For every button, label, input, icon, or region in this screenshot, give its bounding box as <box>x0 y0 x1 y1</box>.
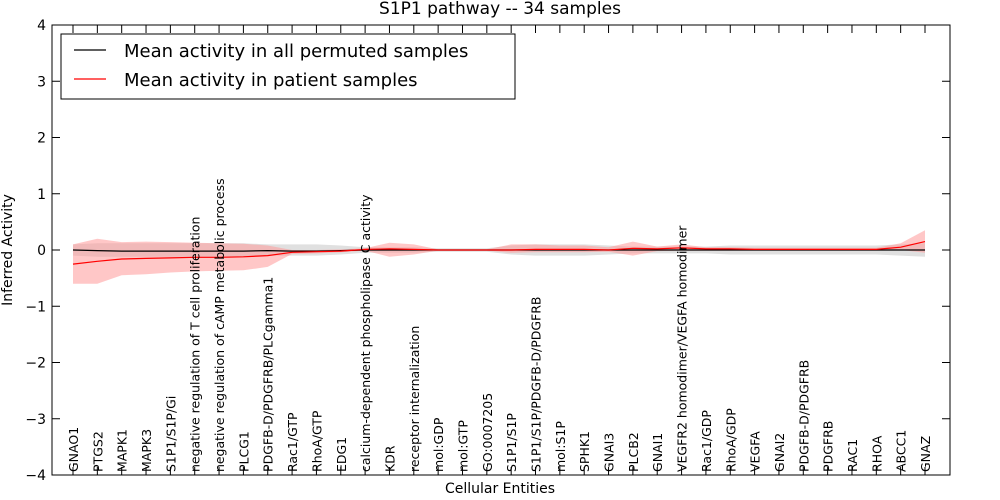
x-tick-label: receptor internalization <box>407 326 422 472</box>
y-tick-label: −2 <box>25 356 46 372</box>
x-tick-label: mol:GDP <box>431 417 446 472</box>
legend-label-patient: Mean activity in patient samples <box>124 70 418 91</box>
y-tick-label: −3 <box>25 412 46 428</box>
x-tick-label: RhoA/GDP <box>723 408 738 472</box>
series-line-patient <box>72 241 926 265</box>
y-tick-label: 3 <box>37 74 46 90</box>
x-tick-label: Rac1/GTP <box>285 412 300 472</box>
x-tick-label: MAPK3 <box>139 429 154 472</box>
x-tick-label: PDGFRB <box>821 421 836 472</box>
x-axis-label: Cellular Entities <box>445 481 555 497</box>
x-tick-label: ABCC1 <box>894 430 909 472</box>
x-tick-label: GNAZ <box>918 436 933 472</box>
x-tick-label: negative regulation of T cell proliferat… <box>188 217 203 472</box>
y-tick-label: 4 <box>37 18 46 34</box>
x-tick-label: KDR <box>383 445 398 472</box>
x-tick-label: VEGFA <box>748 431 763 472</box>
x-tick-label: VEGFR2 homodimer/VEGFA homodimer <box>675 225 690 472</box>
legend: Mean activity in all permuted samples Me… <box>60 33 516 100</box>
x-tick-label: GNAI1 <box>650 433 665 472</box>
y-tick-label: −4 <box>25 468 46 484</box>
x-tick-label: EDG1 <box>334 437 349 472</box>
x-tick-label: PDGFB-D/PDGFRB <box>796 360 811 472</box>
x-tick-label: RAC1 <box>845 439 860 472</box>
x-tick-label: S1P1/S1P/Gi <box>163 396 178 472</box>
x-tick-label: PLCG1 <box>236 431 251 472</box>
y-tick-label: 2 <box>37 131 46 147</box>
y-axis-label: Inferred Activity <box>0 194 16 306</box>
y-axis: −4 −3 −2 −1 0 1 2 3 4 <box>25 18 950 484</box>
legend-box <box>60 33 516 100</box>
x-tick-label: SPHK1 <box>577 431 592 472</box>
x-tick-label: negative regulation of cAMP metabolic pr… <box>212 178 227 472</box>
x-tick-label: GNAI3 <box>602 433 617 472</box>
series-lines <box>72 241 926 265</box>
legend-label-permuted: Mean activity in all permuted samples <box>124 41 468 62</box>
y-tick-label: −1 <box>25 299 46 315</box>
y-tick-label: 0 <box>37 243 46 259</box>
x-tick-label: GNAI2 <box>772 433 787 472</box>
x-tick-label: S1P1/S1P/PDGFB-D/PDGFRB <box>529 296 544 472</box>
x-tick-label: MAPK1 <box>115 429 130 472</box>
x-tick-label: PLCB2 <box>626 432 641 472</box>
x-tick-label: RHOA <box>869 435 884 472</box>
x-tick-label: Rac1/GDP <box>699 410 714 472</box>
y-tick-label: 1 <box>37 187 46 203</box>
x-axis: GNAO1 PTGS2 MAPK1 MAPK3 S1P1/S1P/Gi negative … <box>66 25 933 475</box>
x-tick-label: S1P1/S1P <box>504 413 519 472</box>
x-tick-label: PDGFB-D/PDGFRB/PLCgamma1 <box>261 277 276 472</box>
x-tick-label: PTGS2 <box>90 431 105 472</box>
x-tick-label: mol:S1P <box>553 421 568 472</box>
x-tick-label: GNAO1 <box>66 427 81 472</box>
x-tick-label: RhoA/GTP <box>309 410 324 472</box>
x-tick-label: GO:0007205 <box>480 393 495 472</box>
chart-title: S1P1 pathway -- 34 samples <box>379 0 621 19</box>
x-tick-label: calcium-dependent phospholipase C activi… <box>358 194 373 472</box>
x-tick-label: mol:GTP <box>456 420 471 472</box>
